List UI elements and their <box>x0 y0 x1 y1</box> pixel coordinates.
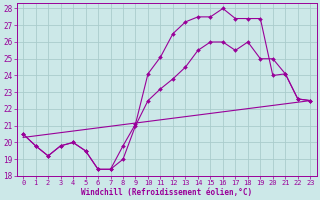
X-axis label: Windchill (Refroidissement éolien,°C): Windchill (Refroidissement éolien,°C) <box>81 188 252 197</box>
